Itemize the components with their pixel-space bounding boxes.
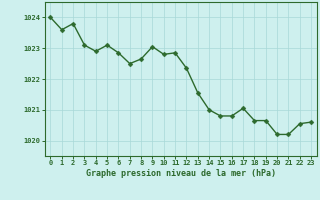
X-axis label: Graphe pression niveau de la mer (hPa): Graphe pression niveau de la mer (hPa) — [86, 169, 276, 178]
